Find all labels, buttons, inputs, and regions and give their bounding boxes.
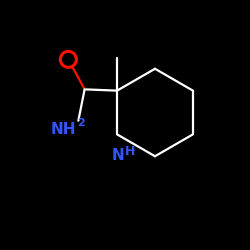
Text: NH: NH	[50, 122, 76, 137]
Text: 2: 2	[77, 118, 85, 128]
Circle shape	[60, 51, 76, 67]
Text: N: N	[112, 148, 125, 163]
Text: H: H	[125, 145, 136, 158]
